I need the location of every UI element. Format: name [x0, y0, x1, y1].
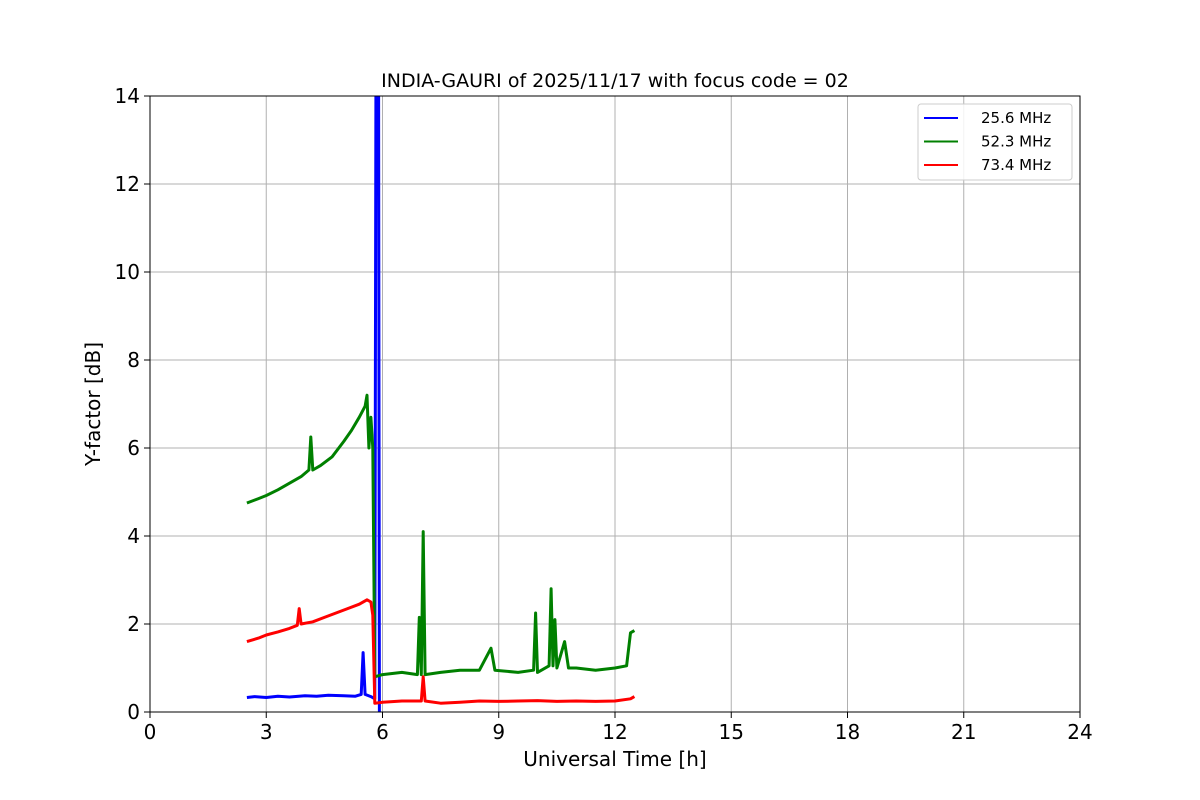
y-tick-label: 2: [127, 612, 140, 636]
y-tick-label: 12: [115, 172, 140, 196]
y-tick-label: 10: [115, 260, 140, 284]
series-line-2: [246, 393, 636, 679]
x-tick-label: 18: [835, 720, 860, 744]
y-tick-label: 4: [127, 524, 140, 548]
x-tick-label: 24: [1067, 720, 1092, 744]
legend-box: [917, 103, 1073, 181]
legend-entry: 73.4 MHz: [981, 156, 1051, 174]
series-line-1: [246, 96, 381, 712]
x-tick-label: 3: [260, 720, 273, 744]
y-tick-label: 8: [127, 348, 140, 372]
chart-title: INDIA-GAURI of 2025/11/17 with focus cod…: [381, 70, 849, 92]
x-tick-label: 0: [144, 720, 157, 744]
x-tick-label: 9: [492, 720, 505, 744]
x-axis-label: Universal Time [h]: [523, 747, 706, 771]
y-tick-label: 6: [127, 436, 140, 460]
gridlines: [149, 95, 1081, 713]
legend: 25.6 MHz 52.3 MHz 73.4 MHz: [917, 103, 1073, 181]
plot-area: [246, 96, 636, 712]
legend-entry: 52.3 MHz: [981, 133, 1051, 151]
series-line-3: [246, 598, 636, 705]
x-tick-label: 21: [951, 720, 976, 744]
x-tick-label: 15: [719, 720, 744, 744]
x-tick-label: 12: [602, 720, 627, 744]
y-tick-label: 0: [127, 700, 140, 724]
y-tick-label: 14: [115, 84, 140, 108]
legend-entry: 25.6 MHz: [981, 109, 1051, 127]
y-axis-label: Y-factor [dB]: [81, 342, 105, 467]
x-tick-label: 6: [376, 720, 389, 744]
